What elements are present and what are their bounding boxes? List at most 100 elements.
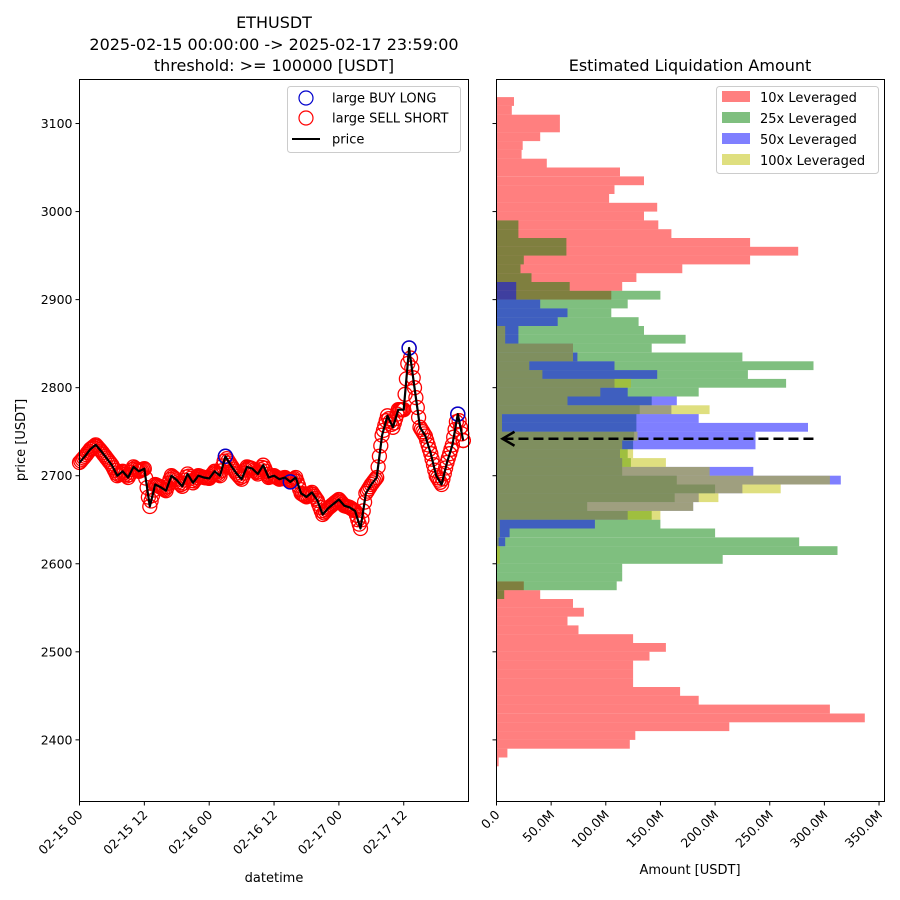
liquidation-bar-100x <box>496 519 500 529</box>
liquidation-bar-100x <box>496 414 502 423</box>
liquidation-bar-10x <box>496 748 508 758</box>
liquidation-bar-10x <box>496 246 799 256</box>
sell-short-marker <box>424 451 440 467</box>
liquidation-bar-50x <box>496 282 517 291</box>
sell-short-marker <box>416 426 432 442</box>
liquidation-bar-25x <box>496 528 716 538</box>
liquidation-bar-25x <box>496 220 519 230</box>
liquidation-bar-25x <box>496 238 567 247</box>
liquidation-bar-100x <box>496 326 506 335</box>
liquidation-bar-25x <box>496 343 652 353</box>
liquidation-bar-10x <box>496 132 541 142</box>
liquidation-bar-10x <box>496 660 634 670</box>
liquidation-bar-100x <box>496 546 500 555</box>
price-legend: large BUY LONG large SELL SHORT price <box>287 86 461 153</box>
sell-short-marker <box>423 446 439 462</box>
liquidation-bar-25x <box>496 273 532 282</box>
liquidation-bar-25x <box>496 264 521 274</box>
liquidation-bar-50x <box>496 440 756 450</box>
liquidation-bar-100x <box>496 449 634 459</box>
liquidation-bar-100x <box>496 502 694 511</box>
liquidation-bar-100x <box>496 493 719 503</box>
liquidation-bar-10x <box>496 229 672 238</box>
price-x-tick-label: 02-15 00 <box>35 807 85 857</box>
liquidation-bar-100x <box>496 475 830 485</box>
liquidation-bar-50x <box>496 396 677 406</box>
legend-buy-label: large BUY LONG <box>332 92 436 107</box>
sell-short-marker <box>143 493 159 509</box>
liquidation-bar-25x <box>496 282 570 291</box>
liquidation-bar-10x <box>496 739 630 749</box>
buy-long-marker <box>450 406 466 422</box>
liquidation-bar-10x <box>496 625 579 635</box>
liquidation-bar-100x <box>496 484 781 494</box>
legend-25x-swatch <box>722 112 750 123</box>
liquidation-bar-50x <box>496 519 595 529</box>
right-title: Estimated Liquidation Amount <box>569 56 812 75</box>
liquidation-bar-25x <box>496 326 644 335</box>
liquidation-bar-10x <box>496 176 644 186</box>
liquidation-bar-50x <box>496 317 558 326</box>
current-price-arrow <box>500 430 814 447</box>
legend-100x-label: 100x Leveraged <box>760 154 865 169</box>
liquidation-bar-10x <box>496 158 547 168</box>
liquidation-bar-50x <box>496 422 808 432</box>
liquidation-y-axis <box>492 123 497 741</box>
liquidation-bar-10x <box>496 185 615 194</box>
legend-price-label: price <box>332 133 364 148</box>
liquidation-bar-100x <box>496 361 530 371</box>
liquidation-legend-box <box>716 86 879 174</box>
liquidation-x-tick-label: 150.0M <box>623 807 667 851</box>
sell-short-marker <box>444 437 461 453</box>
liquidation-bar-25x <box>496 572 623 582</box>
liquidation-x-tick-label: 250.0M <box>732 807 776 851</box>
legend-10x-swatch <box>722 91 750 102</box>
price-x-tick-label: 02-17 00 <box>295 807 345 857</box>
buy-long-marker <box>217 448 234 465</box>
liquidation-x-tick-label: 50.0M <box>519 807 557 845</box>
price-x-tick-label: 02-16 00 <box>165 807 215 857</box>
sell-short-marker <box>415 424 431 440</box>
liquidation-x-tick-label: 200.0M <box>678 807 722 851</box>
price-plot-area <box>79 79 469 802</box>
price-x-tick-label: 02-16 12 <box>230 807 280 857</box>
liquidation-bar-10x <box>496 220 659 230</box>
liquidation-bar-50x <box>496 290 517 300</box>
liquidation-bar-10x <box>496 643 666 652</box>
price-x-tick-label: 02-15 12 <box>100 807 150 857</box>
liquidation-bars <box>496 97 865 767</box>
liquidation-bar-10x <box>496 149 522 159</box>
liquidation-bar-100x <box>496 378 631 388</box>
liquidation-plot-frame <box>496 79 885 802</box>
liquidation-bar-100x <box>496 555 500 564</box>
liquidation-bar-10x <box>496 105 512 115</box>
liquidation-bar-100x <box>496 466 710 476</box>
liquidation-bar-50x <box>496 361 615 371</box>
liquidation-bar-50x <box>496 370 658 379</box>
legend-sell-label: large SELL SHORT <box>332 112 449 127</box>
liquidation-bar-100x <box>496 396 568 406</box>
price-x-axis-label: datetime <box>245 871 304 886</box>
liquidation-bar-10x <box>496 634 634 643</box>
price-line <box>78 346 465 530</box>
liquidation-x-axis-label: Amount [USDT] <box>639 863 740 878</box>
liquidation-bar-25x <box>496 290 661 300</box>
liquidation-bar-100x <box>496 343 573 353</box>
price-x-axis: 02-15 00 02-15 12 02-16 00 02-16 12 02-17 00… <box>35 801 410 857</box>
liquidation-bar-50x <box>496 334 519 344</box>
liquidation-bar-10x <box>496 141 523 150</box>
sell-short-marker <box>82 441 98 457</box>
legend-100x-swatch <box>722 154 750 165</box>
liquidation-x-tick-label: 350.0M <box>842 807 886 851</box>
liquidation-bar-100x <box>496 528 500 538</box>
liquidation-bar-10x <box>496 607 584 617</box>
sell-short-marker <box>298 489 315 505</box>
price-y-tick-label: 2600 <box>41 556 73 571</box>
price-y-axis-label: price [USDT] <box>14 399 29 481</box>
liquidation-bar-10x <box>496 722 730 732</box>
liquidation-bar-10x <box>496 687 681 696</box>
liquidation-bar-25x <box>496 255 524 265</box>
liquidation-bar-25x <box>496 546 838 555</box>
liquidation-bar-100x <box>496 537 499 547</box>
liquidation-bar-100x <box>496 387 601 397</box>
